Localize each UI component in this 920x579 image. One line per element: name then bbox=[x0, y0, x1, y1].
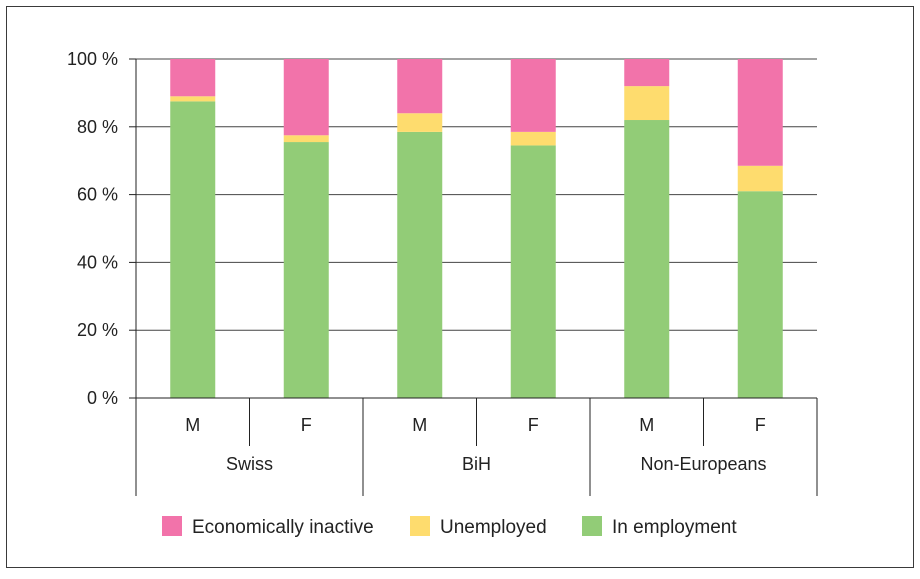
bar-segment-unemployed bbox=[510, 131, 556, 146]
bar-segment-unemployed bbox=[283, 135, 329, 143]
bar-segment-unemployed bbox=[170, 96, 216, 102]
bar-segment-unemployed bbox=[397, 113, 443, 132]
bar-segment-in-employment bbox=[737, 191, 783, 398]
legend: Economically inactive Unemployed In employ… bbox=[162, 516, 737, 538]
gridlines bbox=[136, 58, 817, 331]
bar-segment-economically-inactive bbox=[510, 59, 556, 132]
bar-segment-economically-inactive bbox=[397, 59, 443, 114]
legend-swatch bbox=[162, 516, 182, 536]
bar-segment-in-employment bbox=[283, 142, 329, 398]
x-category-label: F bbox=[528, 415, 539, 435]
bar-segment-economically-inactive bbox=[170, 59, 216, 97]
x-category-label: M bbox=[639, 415, 654, 435]
bars bbox=[170, 59, 783, 399]
x-category-label: F bbox=[755, 415, 766, 435]
bar-segment-in-employment bbox=[397, 131, 443, 398]
axes: 0 % 20 % 40 % 60 % 80 % 100 % M F M F M F Swiss BiH No… bbox=[67, 49, 818, 496]
x-group-label: BiH bbox=[462, 454, 491, 474]
x-category-label: M bbox=[412, 415, 427, 435]
legend-label: Unemployed bbox=[440, 517, 547, 538]
y-tick-label: 60 % bbox=[77, 185, 118, 205]
legend-label: In employment bbox=[612, 517, 737, 538]
bar-segment-economically-inactive bbox=[737, 59, 783, 166]
bar-segment-unemployed bbox=[624, 86, 670, 121]
bar-segment-economically-inactive bbox=[624, 59, 670, 87]
bar-segment-economically-inactive bbox=[283, 59, 329, 136]
bar-segment-unemployed bbox=[737, 165, 783, 192]
bar-segment-in-employment bbox=[624, 120, 670, 399]
y-tick-label: 80 % bbox=[77, 117, 118, 137]
bar-segment-in-employment bbox=[510, 145, 556, 398]
x-category-label: M bbox=[185, 415, 200, 435]
bar-segment-in-employment bbox=[170, 101, 216, 398]
y-tick-label: 100 % bbox=[67, 49, 118, 69]
x-category-label: F bbox=[301, 415, 312, 435]
y-tick-label: 0 % bbox=[87, 388, 118, 408]
x-group-label: Non-Europeans bbox=[640, 454, 766, 474]
y-tick-label: 20 % bbox=[77, 320, 118, 340]
legend-swatch bbox=[582, 516, 602, 536]
y-tick-label: 40 % bbox=[77, 252, 118, 272]
legend-label: Economically inactive bbox=[192, 517, 374, 538]
x-group-label: Swiss bbox=[226, 454, 273, 474]
legend-swatch bbox=[410, 516, 430, 536]
